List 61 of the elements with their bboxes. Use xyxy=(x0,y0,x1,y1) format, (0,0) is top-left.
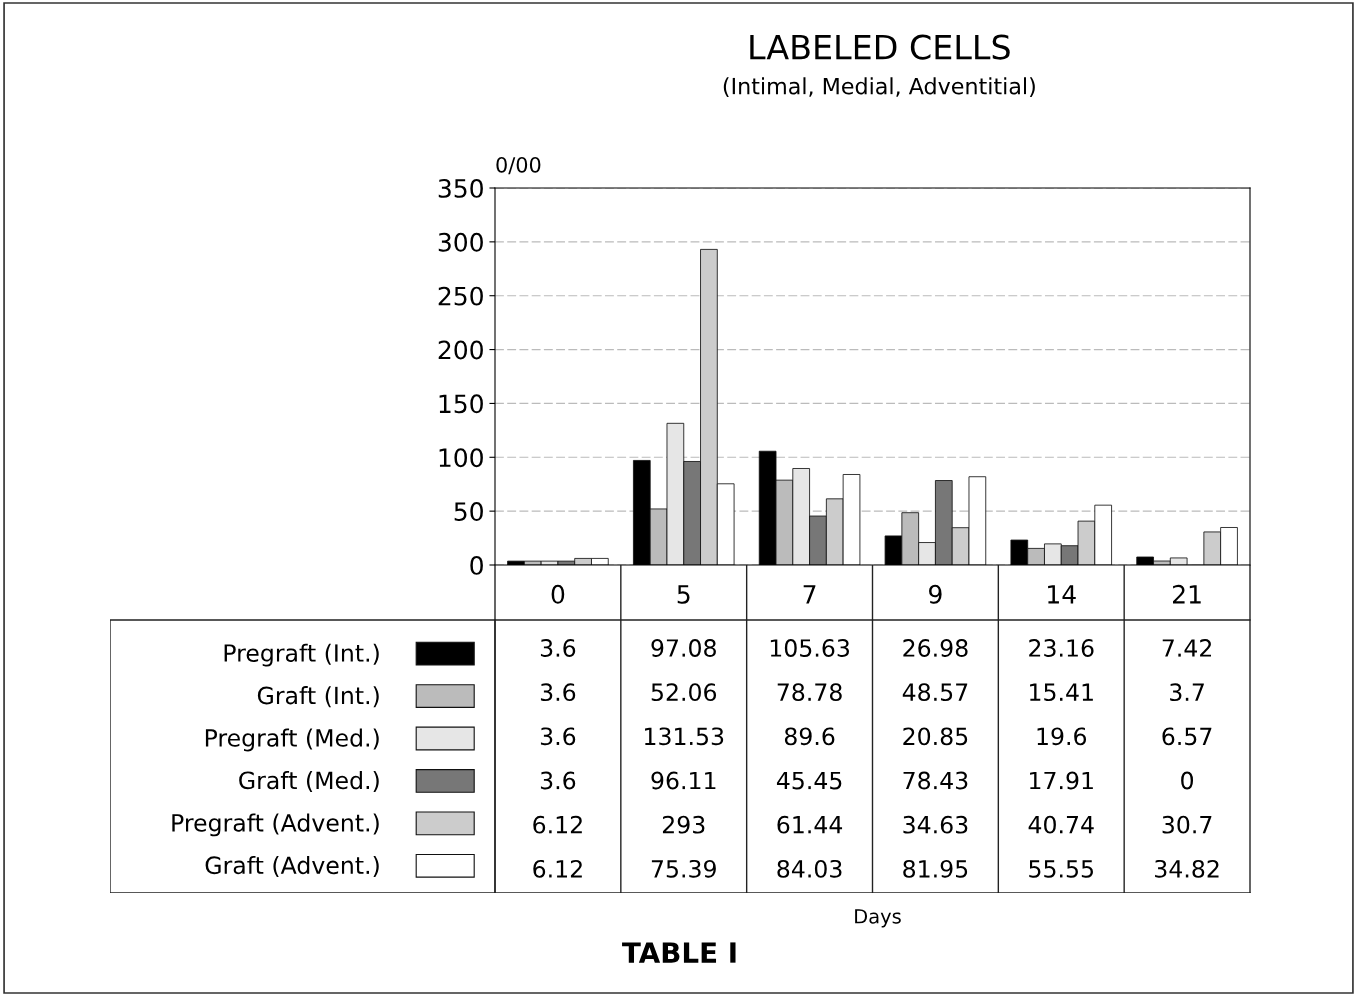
y-tick-label: 100 xyxy=(439,448,483,468)
data-label: 17.91 xyxy=(1030,771,1093,790)
data-label: 75.39 xyxy=(651,859,716,878)
data-label: 81.95 xyxy=(903,859,968,878)
data-label: 48.57 xyxy=(902,683,968,702)
data-label: 45.45 xyxy=(776,771,842,790)
data-label: 6.12 xyxy=(533,815,582,834)
x-tick-label: 9 xyxy=(929,584,942,604)
y-tick-label: 350 xyxy=(438,178,483,198)
legend-label: Graft (Med.) xyxy=(239,771,379,793)
data-label: 78.43 xyxy=(903,771,968,790)
x-tick-label: 5 xyxy=(677,585,690,604)
y-axis-title: 0/00 xyxy=(496,156,541,175)
data-label: 3.7 xyxy=(1170,683,1204,702)
text: TABLE I xyxy=(622,942,736,963)
data-label: 3.6 xyxy=(540,683,576,702)
data-label: 97.08 xyxy=(651,639,716,657)
data-label: 96.11 xyxy=(651,771,716,790)
y-tick-label: 250 xyxy=(438,286,483,306)
data-label: 131.53 xyxy=(645,727,724,746)
data-label: 3.6 xyxy=(540,639,576,657)
x-tick-label: 7 xyxy=(803,585,816,604)
chart-title: LABELED CELLS xyxy=(750,34,1010,60)
data-label: 23.16 xyxy=(1029,639,1094,657)
y-tick-label: 50 xyxy=(454,502,483,521)
data-label: 34.82 xyxy=(1155,859,1219,878)
data-label: 40.74 xyxy=(1028,815,1094,834)
chart-subtitle: (Intimal, Medial, Adventitial) xyxy=(723,77,1035,98)
data-label: 15.41 xyxy=(1030,683,1093,702)
y-tick-label: 150 xyxy=(439,394,483,414)
y-tick-label: 200 xyxy=(438,340,483,360)
data-label: 6.12 xyxy=(533,859,582,878)
data-label: 89.6 xyxy=(784,727,835,746)
data-label: 7.42 xyxy=(1162,639,1211,657)
data-label: 78.78 xyxy=(777,683,842,702)
data-label: 55.55 xyxy=(1029,860,1093,878)
x-tick-label: 14 xyxy=(1048,585,1076,604)
text: Days xyxy=(855,909,901,928)
data-label: 26.98 xyxy=(903,639,968,657)
data-label: 105.63 xyxy=(770,639,849,657)
data-label: 0 xyxy=(1181,771,1194,790)
data-label: 6.57 xyxy=(1162,727,1212,746)
x-tick-label: 21 xyxy=(1173,584,1201,604)
data-label: 61.44 xyxy=(777,815,843,834)
data-label: 52.06 xyxy=(651,683,717,702)
y-tick-label: 0 xyxy=(470,555,483,575)
legend-label: Graft (Advent.) xyxy=(205,855,379,877)
data-label: 84.03 xyxy=(777,859,842,878)
legend-label: Pregraft (Int.) xyxy=(224,643,379,667)
x-tick-label: 0 xyxy=(551,584,565,604)
y-tick-label: 300 xyxy=(438,232,483,252)
data-label: 30.7 xyxy=(1162,815,1212,834)
legend-label: Pregraft (Advent.) xyxy=(172,813,379,837)
legend-label: Pregraft (Med.) xyxy=(205,728,379,752)
data-label: 293 xyxy=(662,815,705,834)
data-label: 20.85 xyxy=(903,727,968,746)
data-label: 34.63 xyxy=(903,815,968,834)
data-label: 3.6 xyxy=(540,727,576,746)
legend-label: Graft (Int.) xyxy=(257,686,379,708)
data-label: 3.6 xyxy=(540,771,576,790)
data-label: 19.6 xyxy=(1037,727,1087,746)
